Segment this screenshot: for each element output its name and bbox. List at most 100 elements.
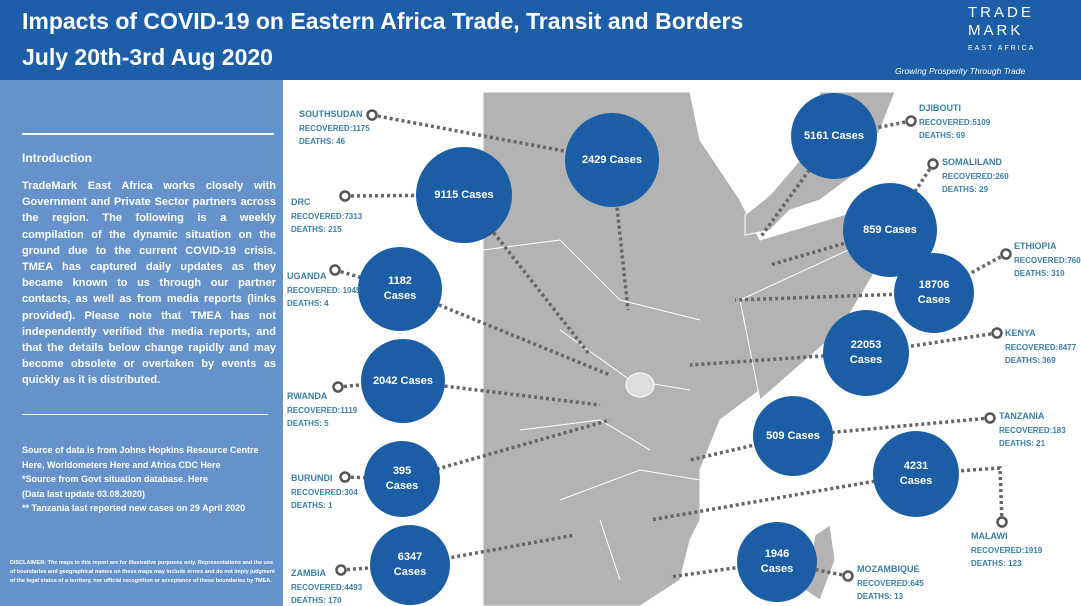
case-bubble: 6347 Cases <box>370 525 450 605</box>
country-label: SOUTHSUDAN RECOVERED:1175 DEATHS: 46 <box>299 108 370 149</box>
case-bubble: 509 Cases <box>753 396 833 476</box>
case-count: 395 Cases <box>385 465 419 492</box>
country-label: DJIBOUTI RECOVERED:5109 DEATHS: 69 <box>919 102 990 143</box>
case-count: 2429 Cases <box>582 153 642 166</box>
location-dot <box>991 327 1003 339</box>
country-label: RWANDA RECOVERED:1119 DEATHS: 5 <box>287 390 357 431</box>
case-bubble: 395 Cases <box>364 441 440 517</box>
connector <box>344 193 465 198</box>
recovered: RECOVERED:8477 <box>1005 342 1077 352</box>
logo-text: EAST AFRICA <box>968 45 1036 52</box>
subtitle: July 20th-3rd Aug 2020 <box>22 44 273 70</box>
heading: Introduction <box>22 151 92 165</box>
deaths: DEATHS: 69 <box>919 131 966 140</box>
location-dot <box>366 109 378 121</box>
location-dot <box>329 264 341 276</box>
country-name: DRC <box>291 197 311 207</box>
intro-text: TradeMark East Africa works closely with… <box>22 180 276 387</box>
logo-text: MARK <box>968 22 1024 39</box>
case-count: 9115 Cases <box>434 188 494 201</box>
country-label: BURUNDI RECOVERED:304 DEATHS: 1 <box>291 472 358 513</box>
connector <box>649 472 917 522</box>
deaths: DEATHS: 1 <box>291 501 333 510</box>
header: Impacts of COVID-19 on Eastern Africa Tr… <box>0 0 1081 80</box>
country-name: DJIBOUTI <box>919 103 962 113</box>
country-name: UGANDA <box>287 271 327 281</box>
case-bubble: 18706 Cases <box>894 253 974 333</box>
country-label: TANZANIA RECOVERED:183 DEATHS: 21 <box>999 410 1066 451</box>
recovered: RECOVERED:183 <box>999 425 1066 435</box>
connector <box>833 119 912 138</box>
connector <box>888 163 935 231</box>
case-bubble: 2042 Cases <box>361 339 445 423</box>
deaths: DEATHS: 13 <box>857 592 904 601</box>
recovered: RECOVERED:645 <box>857 578 924 588</box>
divider <box>22 133 274 135</box>
location-dot <box>335 564 347 576</box>
deaths: DEATHS: 369 <box>1005 356 1056 365</box>
case-bubble: 9115 Cases <box>416 147 512 243</box>
recovered: RECOVERED: 1045 <box>287 285 361 295</box>
country-name: SOUTHSUDAN <box>299 109 363 119</box>
recovered: RECOVERED:1175 <box>299 123 370 133</box>
case-bubble: 2429 Cases <box>565 113 659 207</box>
case-count: 5161 Cases <box>804 129 864 142</box>
case-bubble: 1946 Cases <box>737 522 817 602</box>
location-dot <box>996 516 1008 528</box>
country-label: SOMALILAND RECOVERED:260 DEATHS: 29 <box>942 156 1009 197</box>
tagline: Growing Prosperity Through Trade <box>895 66 1026 76</box>
country-name: KENYA <box>1005 328 1036 338</box>
country-name: BURUNDI <box>291 473 333 483</box>
case-bubble: 5161 Cases <box>791 93 877 179</box>
country-name: MALAWI <box>971 531 1008 541</box>
deaths: DEATHS: 5 <box>287 419 329 428</box>
case-count: 1182 Cases <box>383 275 417 302</box>
country-name: SOMALILAND <box>942 157 1002 167</box>
recovered: RECOVERED:7313 <box>291 211 363 221</box>
location-dot <box>905 115 917 127</box>
case-count: 1946 Cases <box>760 548 794 575</box>
location-dot <box>339 471 351 483</box>
deaths: DEATHS: 21 <box>999 439 1046 448</box>
country-name: MOZAMBIQUE <box>857 564 920 574</box>
location-dot <box>984 412 996 424</box>
logo-text: TRADE <box>968 4 1034 21</box>
case-count: 4231 Cases <box>899 460 933 487</box>
country-label: UGANDA RECOVERED: 1045 DEATHS: 4 <box>287 270 360 311</box>
connector <box>409 533 576 567</box>
location-dot <box>1000 248 1012 260</box>
deaths: DEATHS: 4 <box>287 299 329 308</box>
location-dot <box>332 381 344 393</box>
location-dot <box>339 190 351 202</box>
recovered: RECOVERED:304 <box>291 487 358 497</box>
source-line: *Source from Govt situation database. He… <box>22 474 209 484</box>
recovered: RECOVERED:1119 <box>287 405 358 415</box>
disclaimer: DISCLAIMER: The maps in this report are … <box>10 560 275 584</box>
country-label: MALAWI RECOVERED:1919 DEATHS: 123 <box>971 530 1042 571</box>
country-label: DRC RECOVERED:7313 DEATHS: 215 <box>291 196 362 237</box>
case-count: 6347 Cases <box>393 551 427 578</box>
case-bubble: 4231 Cases <box>873 431 959 517</box>
connector <box>462 193 592 357</box>
connector <box>371 113 613 162</box>
source-line: ** Tanzania last reported new cases on 2… <box>22 503 246 513</box>
country-label: ETHIOPIA RECOVERED:7601 DEATHS: 310 <box>1014 240 1081 281</box>
case-count: 2042 Cases <box>373 374 433 387</box>
case-bubble: 22053 Cases <box>823 310 909 396</box>
country-label: ZAMBIA RECOVERED:4493 DEATHS: 170 <box>291 567 362 606</box>
source-line: (Data last update 03.08.2020) <box>22 488 146 499</box>
recovered: RECOVERED:4493 <box>291 582 363 592</box>
deaths: DEATHS: 29 <box>942 185 989 194</box>
divider <box>22 414 268 415</box>
recovered: RECOVERED:1919 <box>971 545 1043 555</box>
case-count: 22053 Cases <box>849 339 883 366</box>
title: Impacts of COVID-19 on Eastern Africa Tr… <box>22 8 744 34</box>
country-name: RWANDA <box>287 391 328 401</box>
sidebar: Introduction TradeMark East Africa works… <box>0 80 283 606</box>
country-label: MOZAMBIQUE RECOVERED:645 DEATHS: 13 <box>857 563 924 604</box>
source-line: Source of data is from Johns Hopkins Res… <box>22 445 259 470</box>
deaths: DEATHS: 170 <box>291 596 342 605</box>
case-bubble: 1182 Cases <box>358 247 442 331</box>
case-count: 18706 Cases <box>917 279 951 306</box>
